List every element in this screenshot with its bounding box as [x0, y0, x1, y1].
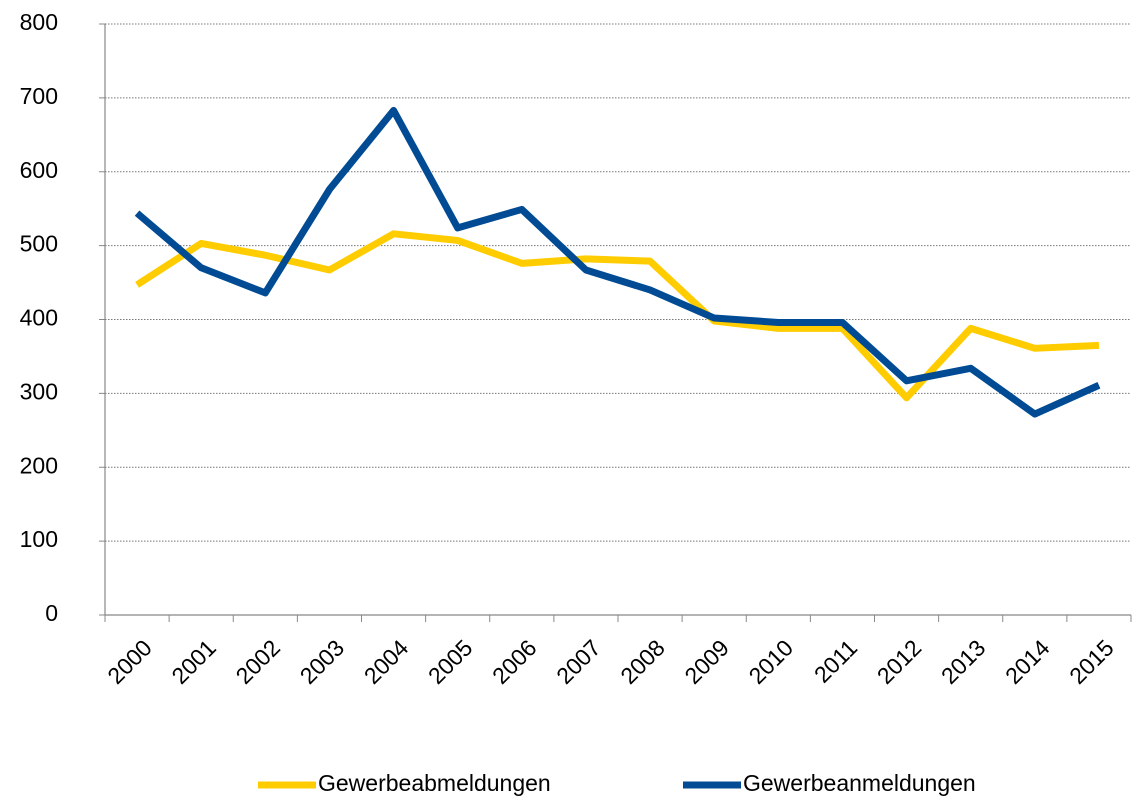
x-tick-label: 2015 — [1064, 634, 1119, 689]
x-tick-label: 2002 — [231, 634, 286, 689]
x-tick-label: 2008 — [615, 634, 670, 689]
y-tick-label: 600 — [20, 157, 58, 183]
y-tick-label: 800 — [20, 9, 58, 35]
series-line — [134, 106, 1101, 418]
x-tick-label: 2012 — [872, 634, 927, 689]
x-tick-label: 2000 — [102, 634, 157, 689]
x-tick-label: 2005 — [423, 634, 478, 689]
legend-label: Gewerbeanmeldungen — [743, 770, 976, 796]
y-tick-label: 300 — [20, 378, 58, 404]
y-tick-label: 500 — [20, 231, 58, 257]
x-tick-label: 2001 — [166, 634, 221, 689]
y-tick-label: 400 — [20, 305, 58, 331]
series-line — [135, 230, 1100, 402]
y-tick-label: 100 — [20, 526, 58, 552]
y-tick-label: 700 — [20, 83, 58, 109]
x-tick-label: 2014 — [1000, 634, 1055, 689]
legend-label: Gewerbeabmeldungen — [318, 770, 551, 796]
x-tick-label: 2007 — [551, 634, 606, 689]
x-tick-label: 2009 — [679, 634, 734, 689]
x-tick-label: 2013 — [936, 634, 991, 689]
x-tick-label: 2010 — [744, 634, 799, 689]
x-tick-label: 2006 — [487, 634, 542, 689]
y-tick-label: 0 — [45, 600, 58, 626]
x-tick-label: 2004 — [359, 634, 414, 689]
y-tick-label: 200 — [20, 452, 58, 478]
x-tick-label: 2003 — [295, 634, 350, 689]
x-tick-label: 2011 — [809, 634, 862, 687]
